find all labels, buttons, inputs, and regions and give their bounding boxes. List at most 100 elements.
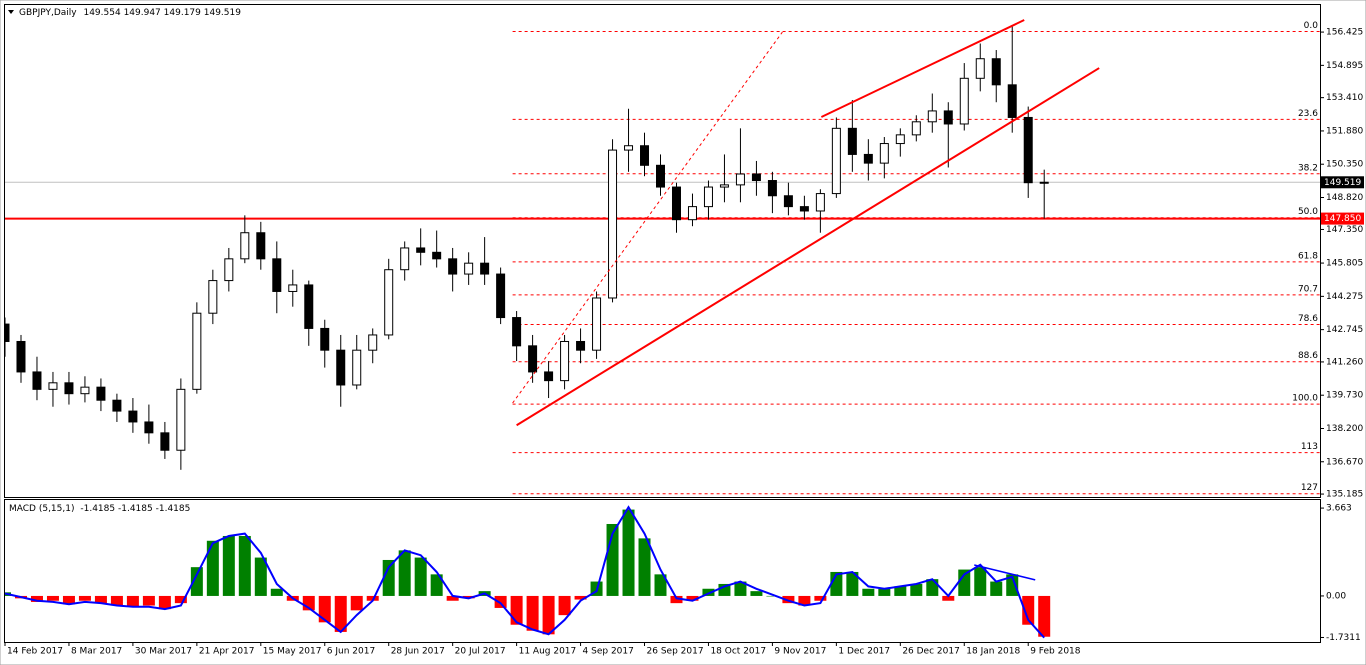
candle-body [703,186,713,208]
y-tick-label: 135.185 [1326,490,1363,500]
candle-body [895,134,905,145]
candle-body [128,410,138,423]
candle-body [480,262,490,275]
macd-y-tick-label: 3.663 [1326,504,1352,514]
macd-bar [1038,595,1051,637]
macd-bar [670,595,683,604]
x-tick-label: 20 Jul 2017 [455,647,506,657]
macd-bar [62,595,75,605]
y-tick-label: 138.200 [1326,424,1363,434]
y-tick-label: 153.410 [1326,93,1363,103]
candle-body [144,421,154,434]
macd-bar [638,538,651,596]
candle-body [608,149,618,299]
x-tick-label: 26 Dec 2017 [902,647,960,657]
x-tick-label: 11 Aug 2017 [519,647,577,657]
macd-bar [510,595,523,625]
candle-body [831,127,841,195]
fib-label: 88.6 [1298,351,1318,361]
candle-body [112,399,122,412]
candle-body [464,262,474,275]
candle-body [48,382,58,390]
menu-triangle[interactable] [8,10,14,14]
y-tick-label: 142.745 [1326,325,1363,335]
fib-label: 70.7 [1298,284,1318,294]
main-panel [4,4,1321,498]
macd-header: MACD (5,15,1) -1.4185 -1.4185 -1.4185 [9,504,190,514]
macd-value: -1.4185 [156,504,191,514]
macd-bar [814,595,827,601]
fib-label: 23.6 [1298,109,1318,119]
candle-body [671,186,681,221]
macd-bar [190,567,203,596]
macd-bar [398,550,411,596]
candle-body [863,153,873,164]
candle-body [560,340,570,382]
candle-body [240,232,250,260]
y-tick-label: 150.350 [1326,160,1363,170]
macd-bar [414,557,427,596]
macd-bar [254,557,267,596]
x-tick-label: 1 Dec 2017 [838,647,890,657]
macd-bar [1006,574,1019,596]
candle-body [640,145,650,166]
price-tag [1321,176,1364,189]
y-tick-label: 151.880 [1326,126,1363,136]
x-tick-label: 6 Jun 2017 [327,647,375,657]
y-tick-label: 154.895 [1326,61,1363,71]
macd-bar [1022,595,1035,625]
candle-body [16,340,26,373]
macd-value: -1.4185 [80,504,115,514]
y-tick-label: 147.350 [1326,225,1363,235]
y-tick-label: 136.670 [1326,457,1363,467]
open: 149.554 [83,8,120,18]
fib-label: 61.8 [1298,251,1318,261]
macd-bar [798,595,811,606]
macd-bar [350,595,363,611]
candle-body [64,382,74,395]
candle-body [192,312,202,390]
macd-bar [990,581,1003,596]
macd-bar [910,583,923,596]
candle-body [1039,181,1049,184]
candle-body [847,127,857,155]
symbol: GBPJPY,Daily [19,8,77,18]
x-tick-label: 18 Jan 2018 [966,647,1020,657]
candle-body [304,284,314,329]
x-tick-label: 30 Mar 2017 [135,647,192,657]
trendline [516,67,1100,427]
macd-bar [174,595,187,604]
trendline [820,19,1025,118]
candle-body [528,345,538,373]
candle-body [448,258,458,275]
candle-body [975,58,985,79]
candle-body [687,206,697,221]
macd-bar [654,574,667,596]
macd-y-tick-label: 0.00 [1326,591,1346,601]
axes: 156.425 154.895 153.410 151.880 150.350 148.8… [4,28,1364,657]
macd-bar [958,569,971,596]
candle-body [943,110,953,125]
macd-bar [926,579,939,596]
macd-bar [494,595,507,608]
macd-bar [622,509,635,596]
macd-bar [574,595,587,600]
candle-body [911,121,921,136]
main-plot: 0.0 23.6 38.2 50.0 61.8 70.7 78.6 88.6 100.0 113 1… [5,19,1320,495]
macd-bar [558,595,571,616]
macd-bar [158,595,171,610]
macd-bar [718,583,731,596]
candle-body [544,371,554,382]
macd-bar [94,595,107,604]
candle-body [624,145,634,151]
macd-bar [766,595,779,597]
x-tick-label: 4 Sep 2017 [583,647,634,657]
candle-body [368,334,378,351]
chart-header: GBPJPY,Daily 149.554 149.947 149.179 149… [19,8,241,18]
x-tick-label: 15 May 2017 [263,647,322,657]
macd-bar [734,581,747,596]
candle-body [1023,116,1033,184]
macd-bar [222,535,235,596]
fib-label: 38.2 [1298,163,1318,173]
macd-trendline [974,564,1036,581]
